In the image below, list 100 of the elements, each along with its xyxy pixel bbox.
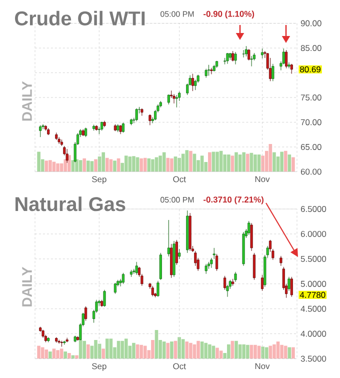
bar — [272, 152, 276, 172]
bar — [151, 340, 154, 359]
bar — [109, 159, 113, 172]
bar — [44, 160, 48, 172]
bar — [227, 344, 230, 359]
text: -0.3710 (7.21%) — [204, 196, 264, 204]
annotation: 80.69 — [300, 66, 320, 72]
candlestick — [260, 274, 264, 292]
candlestick — [167, 94, 170, 105]
y-tick-label: 5.5000 — [300, 256, 326, 262]
bar — [170, 158, 174, 172]
bar — [48, 160, 52, 172]
candlestick — [159, 252, 162, 280]
candlestick — [175, 240, 178, 266]
bar — [254, 154, 257, 172]
bar — [170, 341, 174, 359]
bar — [140, 158, 143, 172]
bar — [178, 337, 181, 359]
bar — [86, 344, 90, 359]
bar — [280, 344, 284, 359]
bar — [292, 157, 295, 172]
candlestick — [248, 48, 250, 61]
bar — [124, 338, 128, 359]
candlestick — [288, 276, 290, 292]
x-tick-label: Nov — [255, 363, 270, 370]
y-tick-label: 6.5000 — [300, 206, 326, 212]
bar — [246, 344, 250, 359]
bar — [242, 344, 246, 359]
candlestick — [135, 108, 138, 122]
bar — [82, 158, 86, 172]
bar — [75, 159, 78, 172]
candlestick — [288, 62, 290, 69]
bar — [37, 152, 40, 172]
candlestick — [260, 48, 264, 59]
text: DAILY — [22, 81, 32, 121]
candlestick — [250, 56, 253, 67]
y-tick-label: 3.5000 — [300, 356, 326, 362]
bar — [234, 152, 238, 172]
candlestick — [178, 248, 181, 260]
bar — [189, 150, 192, 172]
bar — [105, 158, 109, 172]
bar — [105, 338, 109, 359]
candlestick — [135, 262, 138, 276]
text: DAILY — [22, 266, 32, 306]
bar — [284, 346, 288, 359]
candlestick — [216, 254, 218, 272]
bar — [264, 347, 268, 359]
x-tick-label: Oct — [173, 363, 186, 370]
bar — [272, 344, 276, 359]
y-tick-label: 65.00 — [300, 144, 322, 150]
bar — [181, 154, 185, 172]
candlestick — [66, 148, 68, 164]
bar — [234, 340, 238, 359]
bar — [219, 350, 223, 359]
chart-title: Crude Oil WTI — [15, 10, 145, 26]
bar — [44, 350, 48, 359]
bar — [185, 150, 189, 172]
bar — [261, 346, 264, 359]
bar — [90, 161, 94, 172]
bar — [254, 344, 257, 359]
bar — [113, 160, 116, 172]
candlestick — [122, 272, 124, 284]
bar — [78, 340, 82, 359]
bar — [94, 340, 98, 359]
bar — [242, 152, 246, 172]
x-tick-label: Sep — [92, 176, 106, 184]
candlestick — [103, 290, 106, 308]
bar — [60, 348, 64, 359]
bar — [292, 347, 295, 359]
bar — [178, 158, 181, 172]
y-tick-label: 5.0000 — [300, 280, 326, 287]
candlestick — [39, 124, 42, 138]
bar — [132, 342, 136, 359]
candlestick — [151, 286, 154, 297]
bar — [56, 163, 60, 172]
bar — [68, 155, 71, 172]
candlestick — [248, 220, 250, 236]
bar — [128, 156, 132, 172]
bar — [120, 340, 124, 359]
x-tick-label: Sep — [92, 363, 106, 371]
bar — [230, 156, 234, 172]
bar — [143, 346, 147, 359]
candlestick — [175, 94, 178, 108]
bar — [189, 342, 192, 359]
bar — [40, 347, 44, 359]
bar — [109, 338, 113, 359]
bar — [288, 154, 292, 172]
candlestick — [140, 108, 144, 116]
bar — [78, 160, 82, 172]
bar — [200, 156, 204, 172]
bar — [250, 152, 254, 172]
bar — [82, 340, 86, 359]
bar — [219, 150, 223, 172]
candlestick — [290, 276, 293, 298]
bar — [276, 341, 280, 359]
bar — [102, 348, 105, 359]
y-tick-label: 85.00 — [300, 45, 322, 52]
candlestick — [224, 276, 226, 290]
candlestick — [172, 94, 176, 104]
y-tick-label: 4.0000 — [300, 330, 326, 337]
